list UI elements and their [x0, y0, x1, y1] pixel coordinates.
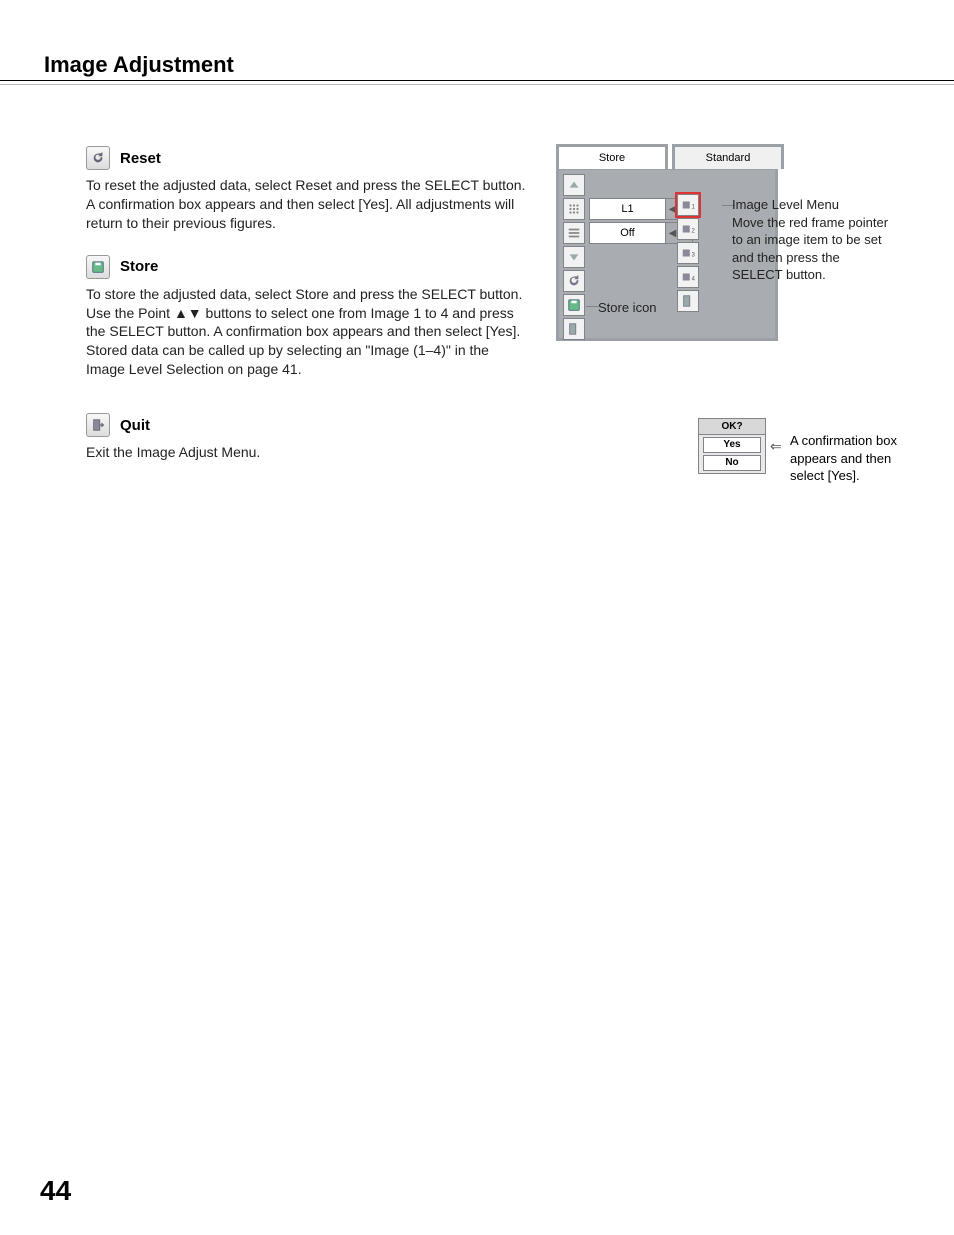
setting-value-1: L1 — [589, 198, 666, 220]
section-quit-title: Quit — [120, 417, 150, 434]
left-icon-column — [563, 174, 585, 342]
tab-standard[interactable]: Standard — [672, 144, 784, 169]
menu-bars-icon[interactable] — [563, 222, 585, 244]
section-store-title: Store — [120, 258, 158, 275]
svg-text:1: 1 — [692, 204, 696, 211]
section-store-head: Store — [86, 255, 526, 279]
arrow-left-icon: ◀ — [669, 228, 677, 239]
left-column: Reset To reset the adjusted data, select… — [86, 146, 526, 484]
menu-reset-icon[interactable] — [563, 270, 585, 292]
menu-down-icon[interactable] — [563, 246, 585, 268]
reset-icon — [86, 146, 110, 170]
image-level-quit-icon[interactable] — [677, 290, 699, 312]
menu-grid-icon[interactable] — [563, 198, 585, 220]
figure-store-menu: Store Standard L1 ◀▶ Off ◀▶ 1 2 3 4 — [556, 144, 892, 341]
confirmation-yes-button[interactable]: Yes — [703, 437, 761, 453]
section-store: Store To store the adjusted data, select… — [86, 255, 526, 379]
section-reset: Reset To reset the adjusted data, select… — [86, 146, 526, 233]
callout-image-level-menu: Image Level MenuMove the red frame point… — [732, 196, 892, 284]
arrow-left-icon: ◀ — [669, 204, 677, 215]
section-quit: Quit Exit the Image Adjust Menu. — [86, 413, 526, 462]
setting-value-2: Off — [589, 222, 666, 244]
callout-store-icon: Store icon — [598, 299, 678, 317]
svg-text:4: 4 — [692, 276, 696, 283]
svg-text:2: 2 — [692, 228, 696, 235]
tabs-row: Store Standard — [556, 144, 778, 170]
confirmation-header: OK? — [699, 419, 765, 435]
image-level-3-icon[interactable]: 3 — [677, 242, 699, 264]
image-level-column: 1 2 3 4 — [677, 194, 699, 314]
image-level-4-icon[interactable]: 4 — [677, 266, 699, 288]
menu-quit-icon[interactable] — [563, 318, 585, 340]
page-title: Image Adjustment — [44, 52, 234, 78]
section-quit-head: Quit — [86, 413, 526, 437]
image-level-1-icon[interactable]: 1 — [677, 194, 699, 216]
image-level-2-icon[interactable]: 2 — [677, 218, 699, 240]
confirmation-no-button[interactable]: No — [703, 455, 761, 471]
triangle-down-icon: ▼ — [188, 304, 202, 323]
page-number: 44 — [40, 1175, 71, 1207]
section-reset-title: Reset — [120, 150, 161, 167]
title-underline — [0, 80, 954, 85]
confirmation-arrow-icon: ⇐ — [770, 438, 782, 455]
section-reset-body: To reset the adjusted data, select Reset… — [86, 176, 526, 233]
menu-up-icon[interactable] — [563, 174, 585, 196]
menu-store-icon[interactable] — [563, 294, 585, 316]
store-icon — [86, 255, 110, 279]
svg-text:3: 3 — [692, 252, 696, 259]
confirmation-caption: A confirmation box appears and then sele… — [790, 432, 920, 485]
triangle-up-icon: ▲ — [174, 304, 188, 323]
quit-icon — [86, 413, 110, 437]
section-quit-body: Exit the Image Adjust Menu. — [86, 443, 526, 462]
confirmation-dialog: OK? Yes No — [698, 418, 766, 474]
tab-store[interactable]: Store — [556, 144, 668, 169]
section-store-body: To store the adjusted data, select Store… — [86, 285, 526, 379]
section-reset-head: Reset — [86, 146, 526, 170]
